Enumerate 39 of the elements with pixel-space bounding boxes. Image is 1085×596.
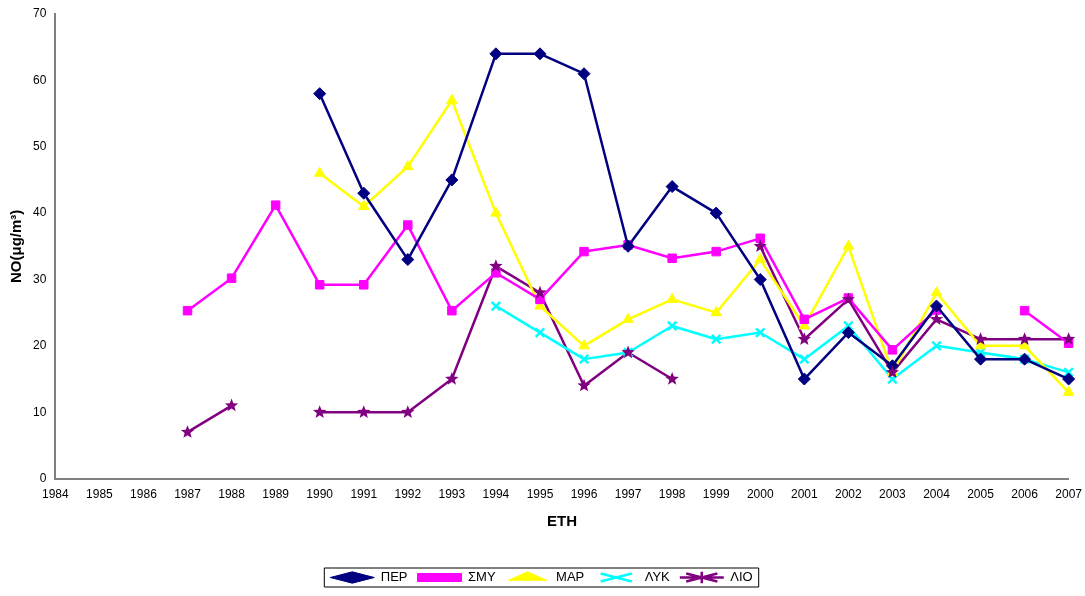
x-tick-label: 1997 (614, 487, 642, 502)
x-tick-label: 1991 (350, 487, 378, 502)
x-tick-label: 1996 (570, 487, 598, 502)
x-tick-label: 1988 (218, 487, 246, 502)
legend-label: ΠΕΡ (380, 569, 408, 585)
x-tick-label: 1999 (702, 487, 730, 502)
y-tick-label: 0 (39, 470, 47, 485)
y-tick-label: 10 (32, 404, 47, 419)
x-tick-label: 1990 (306, 487, 334, 502)
x-tick-label: 1986 (130, 487, 158, 502)
x-tick-label: 1995 (526, 487, 554, 502)
x-tick-label: 1984 (42, 487, 70, 502)
x-tick-label: 1989 (262, 487, 290, 502)
y-tick-label: 50 (32, 139, 47, 154)
x-tick-label: 2001 (790, 487, 818, 502)
x-tick-label: 2007 (1055, 487, 1083, 502)
x-tick-label: 2006 (1011, 487, 1039, 502)
y-tick-label: 30 (32, 271, 47, 286)
legend-label: ΜΑΡ (556, 569, 585, 585)
x-tick-label: 1987 (174, 487, 202, 502)
x-tick-label: 1993 (438, 487, 466, 502)
x-tick-label: 2004 (923, 487, 951, 502)
y-tick-label: 40 (32, 205, 47, 220)
x-tick-label: 2003 (879, 487, 907, 502)
x-tick-label: 1985 (86, 487, 114, 502)
x-tick-label: 2000 (746, 487, 774, 502)
x-tick-label: 2002 (835, 487, 863, 502)
y-axis-title: NO(μg/m³) (7, 209, 25, 283)
x-tick-label: 1992 (394, 487, 422, 502)
x-axis-title: ΕΤΗ (547, 512, 577, 530)
x-tick-label: 1994 (482, 487, 510, 502)
y-tick-label: 70 (32, 6, 47, 21)
legend-label: ΛΥΚ (644, 569, 671, 585)
x-tick-label: 2005 (967, 487, 995, 502)
y-tick-label: 20 (32, 338, 47, 353)
legend-label: ΛΙΟ (730, 569, 753, 585)
legend-label: ΣΜΥ (468, 569, 496, 585)
y-tick-label: 60 (32, 72, 47, 87)
x-tick-label: 1998 (658, 487, 686, 502)
